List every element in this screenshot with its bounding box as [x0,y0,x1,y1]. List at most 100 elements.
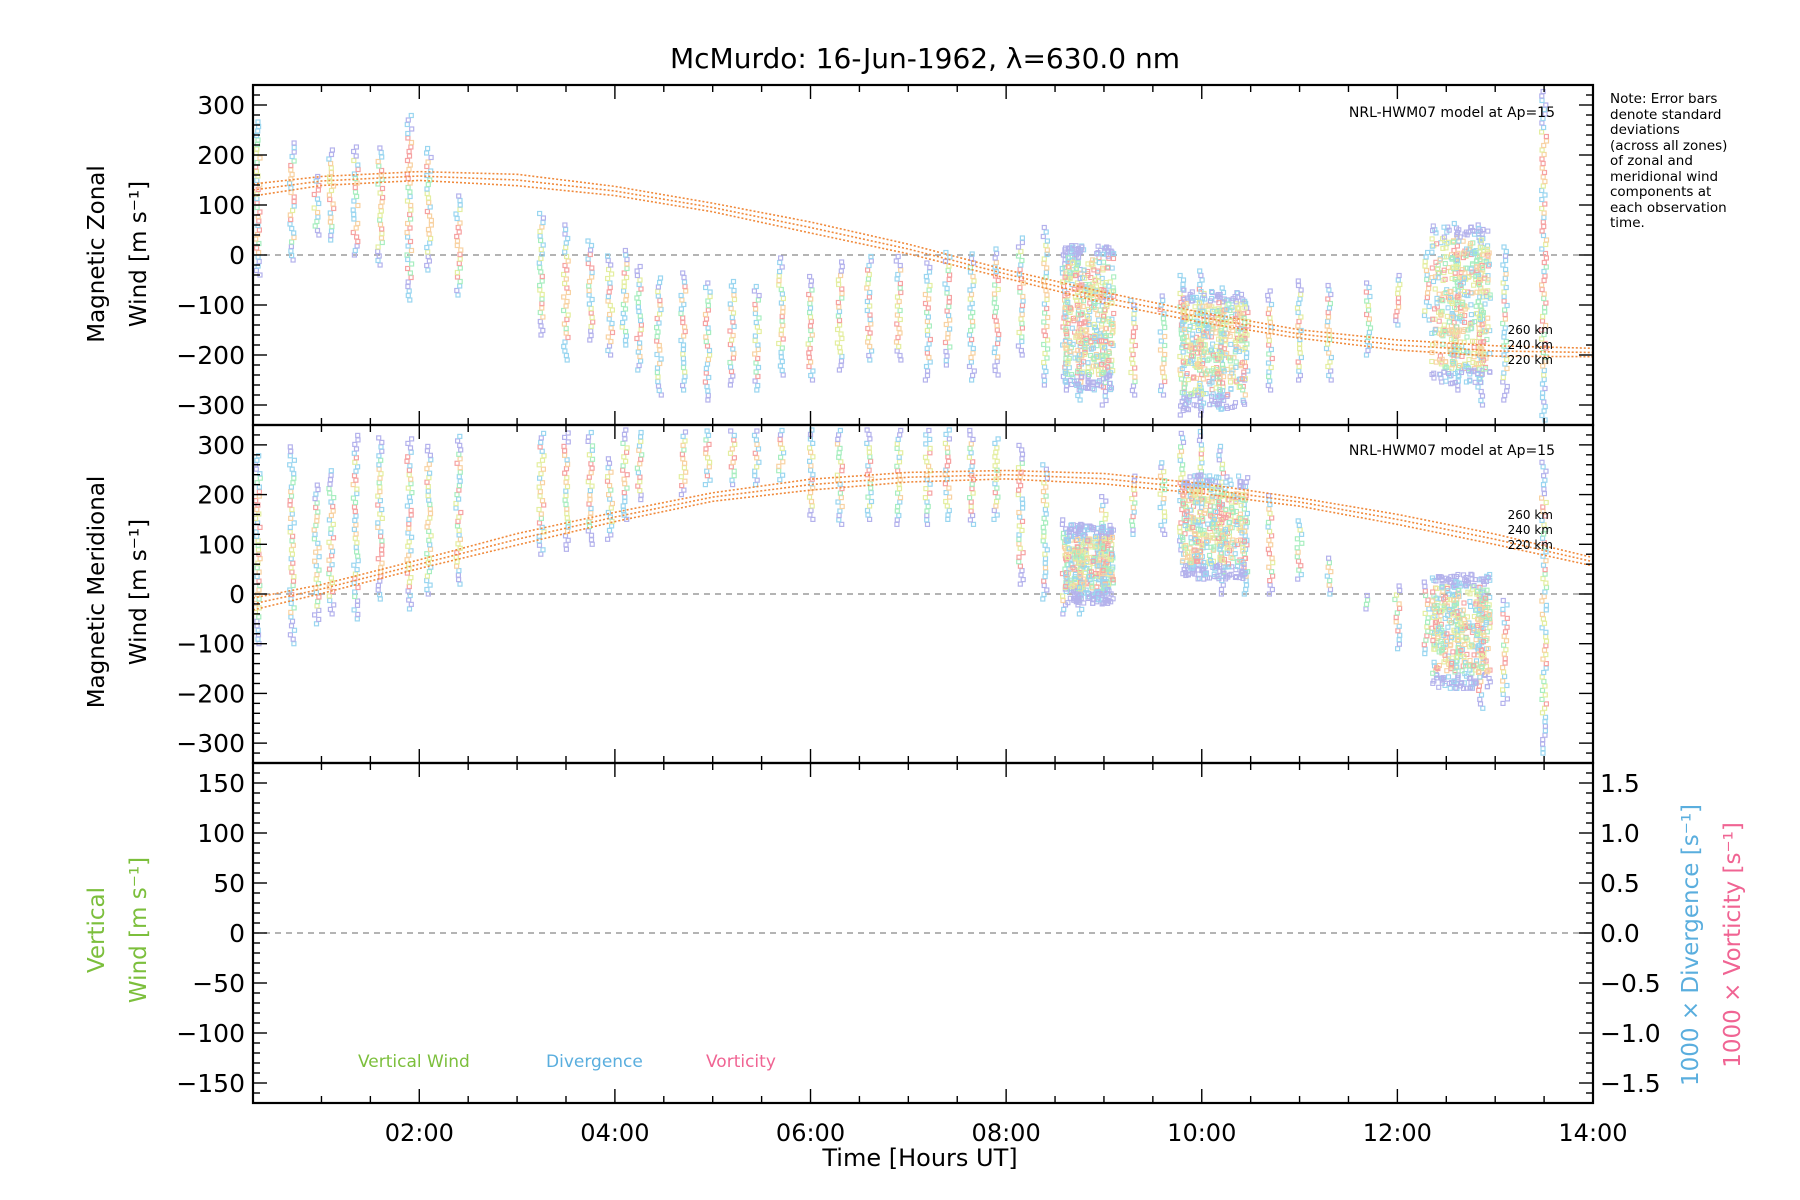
data-point [635,470,642,476]
data-point [1040,498,1047,504]
data-point [658,392,664,398]
data-column [1363,280,1374,358]
data-point [727,301,733,307]
data-point [753,319,759,326]
data-point [1042,350,1048,357]
data-point [1201,342,1207,348]
data-point [1268,364,1274,371]
data-point [1194,350,1201,356]
data-point [352,459,358,465]
data-point [378,235,385,241]
data-point [1160,369,1166,376]
data-point [864,440,870,446]
data-point [288,614,294,620]
data-point [1396,601,1402,607]
data-point [680,433,686,439]
data-point [894,517,900,523]
data-point [355,558,361,564]
data-column [727,278,738,388]
data-point [1195,474,1201,480]
data-point [620,503,626,509]
data-point [1065,358,1071,364]
data-point [623,333,630,339]
data-point [1218,543,1224,549]
data-point [1484,684,1490,690]
data-point [924,260,930,266]
data-point [1210,493,1216,499]
data-point [779,445,785,451]
data-point [1265,360,1272,366]
data-point [680,387,687,393]
data-point [1479,371,1485,377]
data-point [425,519,431,526]
data-point [1441,224,1447,230]
data-point [1040,489,1047,495]
data-point [866,445,872,451]
data-point [752,310,759,317]
data-point [1220,365,1226,371]
data-point [1394,646,1401,652]
data-point [404,503,410,509]
data-point [1019,302,1026,309]
data-point [1441,369,1447,375]
data-point [408,601,414,608]
data-point [1097,307,1103,313]
data-point [1132,392,1138,398]
model-curve-220km [252,170,1594,350]
data-point [1543,629,1549,635]
data-point [1208,316,1214,323]
data-point [1041,377,1048,384]
data-point [702,379,709,385]
data-point [1541,151,1547,158]
data-point [1228,571,1234,577]
data-point [354,549,360,555]
data-point [894,503,901,510]
data-point [1298,354,1305,361]
data-point [563,466,570,472]
data-point [679,297,685,303]
data-point [680,442,686,448]
data-point [406,494,413,500]
data-point [1541,259,1547,266]
data-point [289,239,295,245]
data-point [967,305,973,311]
data-point [730,459,736,465]
data-point [1542,340,1548,347]
data-point [1103,280,1109,286]
data-point [1543,602,1550,609]
data-point [352,593,358,600]
data-point [1066,355,1072,361]
data-point [589,447,596,453]
data-point [754,428,760,434]
data-point [1100,502,1106,509]
data-point [1540,219,1546,225]
data-point [1045,314,1051,321]
data-point [657,297,663,304]
data-point [1208,513,1214,519]
data-point [456,487,462,493]
data-point [255,137,261,143]
data-point [313,504,319,511]
data-point [351,157,357,164]
data-point [1195,392,1201,398]
data-point [1227,318,1233,324]
data-column [375,145,386,268]
data-point [992,363,998,369]
data-point [1202,507,1209,513]
data-point [454,269,460,276]
data-point [1098,333,1104,339]
data-point [316,607,322,614]
data-point [992,463,998,469]
data-point [1294,305,1301,311]
data-point [995,336,1001,342]
data-point [1464,334,1470,340]
data-point [375,257,381,264]
data-point [1238,502,1244,508]
data-point [634,268,640,274]
data-point [995,286,1001,293]
data-point [1213,343,1219,349]
data-point [288,565,294,571]
data-column [702,280,713,403]
data-point [1542,178,1548,185]
data-point [1446,227,1452,233]
